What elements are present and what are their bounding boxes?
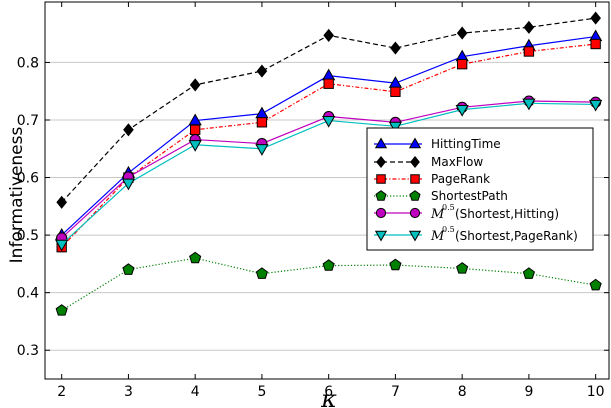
x-tick-label: 8 <box>458 384 467 400</box>
data-point <box>455 105 469 117</box>
data-point <box>121 178 136 191</box>
legend-label-rest: (Shortest,Hitting) <box>455 207 559 221</box>
legend-label: HittingTime <box>431 137 501 151</box>
axis-ticks: 0.3 0.4 0.5 0.6 0.7 0.8 2 3 4 5 6 7 8 9 10 <box>17 2 609 400</box>
data-point <box>122 263 135 275</box>
data-point <box>322 259 335 271</box>
legend-marker <box>374 137 388 149</box>
legend-label-rest: (Shortest,PageRank) <box>455 229 578 243</box>
legend-marker <box>410 155 420 169</box>
data-point <box>390 41 401 55</box>
x-tick-label: 2 <box>57 384 66 400</box>
data-point <box>523 46 535 57</box>
data-point <box>256 64 268 78</box>
data-point <box>523 20 535 34</box>
data-point <box>456 58 468 70</box>
data-point <box>189 251 202 264</box>
y-tick-label: 0.6 <box>17 171 39 187</box>
data-point <box>55 304 68 316</box>
x-tick-label: 7 <box>391 384 400 400</box>
legend-label: MaxFlow <box>431 155 483 169</box>
legend-label-sup: 0.5 <box>442 225 455 234</box>
legend-marker <box>408 137 422 149</box>
y-tick-label: 0.3 <box>17 343 39 359</box>
legend-item: MaxFlow <box>374 155 483 169</box>
legend-item: M0.5 (Shortest,PageRank) <box>374 225 578 244</box>
legend-marker <box>410 174 420 184</box>
legend: HittingTimeMaxFlowPageRankShortestPathM0… <box>366 127 594 251</box>
legend-label: PageRank <box>431 172 490 186</box>
data-point <box>522 98 536 111</box>
y-tick-label: 0.8 <box>17 55 39 71</box>
data-point <box>55 239 69 252</box>
series-maxflow <box>56 11 601 209</box>
data-point <box>323 78 334 89</box>
legend-label-m: M <box>430 229 445 244</box>
plot-frame <box>44 1 610 380</box>
x-tick-label: 5 <box>257 384 266 400</box>
data-point <box>388 121 403 134</box>
x-axis-label: κ <box>320 385 337 408</box>
x-tick-label: 10 <box>587 384 605 400</box>
legend-item: M0.5 (Shortest,Hitting) <box>374 203 559 222</box>
y-tick-label: 0.5 <box>17 228 39 244</box>
data-point <box>590 38 601 50</box>
y-tick-label: 0.7 <box>17 113 39 129</box>
data-point <box>56 195 68 209</box>
legend-marker <box>409 190 421 201</box>
legend-label-sup: 0.5 <box>442 203 455 212</box>
legend-marker <box>376 155 386 169</box>
legend-label-m: M <box>430 207 445 222</box>
data-point <box>188 140 202 152</box>
legend-item: HittingTime <box>374 137 501 151</box>
series-m-0-5-shortest-pagerank <box>55 98 603 252</box>
legend-item: PageRank <box>374 172 490 186</box>
data-point <box>389 258 402 271</box>
x-tick-label: 9 <box>524 384 533 400</box>
data-point <box>522 267 535 279</box>
data-point <box>255 267 269 279</box>
data-point <box>322 115 336 128</box>
data-point <box>390 86 401 97</box>
data-point <box>322 68 336 81</box>
data-point <box>255 144 269 156</box>
legend-marker <box>376 174 386 184</box>
legend-marker <box>375 207 387 219</box>
y-tick-label: 0.4 <box>17 286 39 302</box>
data-point <box>456 262 469 274</box>
legend-marker <box>409 207 421 219</box>
data-point <box>589 278 602 291</box>
legend-marker <box>374 230 388 242</box>
x-tick-label: 3 <box>124 384 133 400</box>
series-layer <box>55 11 603 316</box>
legend-marker <box>408 230 422 242</box>
x-tick-label: 6 <box>324 384 333 400</box>
data-point <box>589 99 603 112</box>
data-point <box>256 117 268 128</box>
data-point <box>590 11 601 25</box>
series-shortestpath <box>55 251 602 316</box>
legend-label: ShortestPath <box>431 189 508 203</box>
data-point <box>456 26 468 40</box>
y-axis-label: Informativeness <box>7 127 27 264</box>
legend-box <box>366 127 594 251</box>
data-point <box>189 78 201 92</box>
legend-item: ShortestPath <box>374 189 508 203</box>
data-point <box>323 28 334 42</box>
data-point <box>123 123 134 137</box>
legend-marker <box>375 190 387 201</box>
data-point <box>255 106 269 119</box>
x-tick-label: 4 <box>191 384 200 400</box>
data-point <box>190 124 201 135</box>
